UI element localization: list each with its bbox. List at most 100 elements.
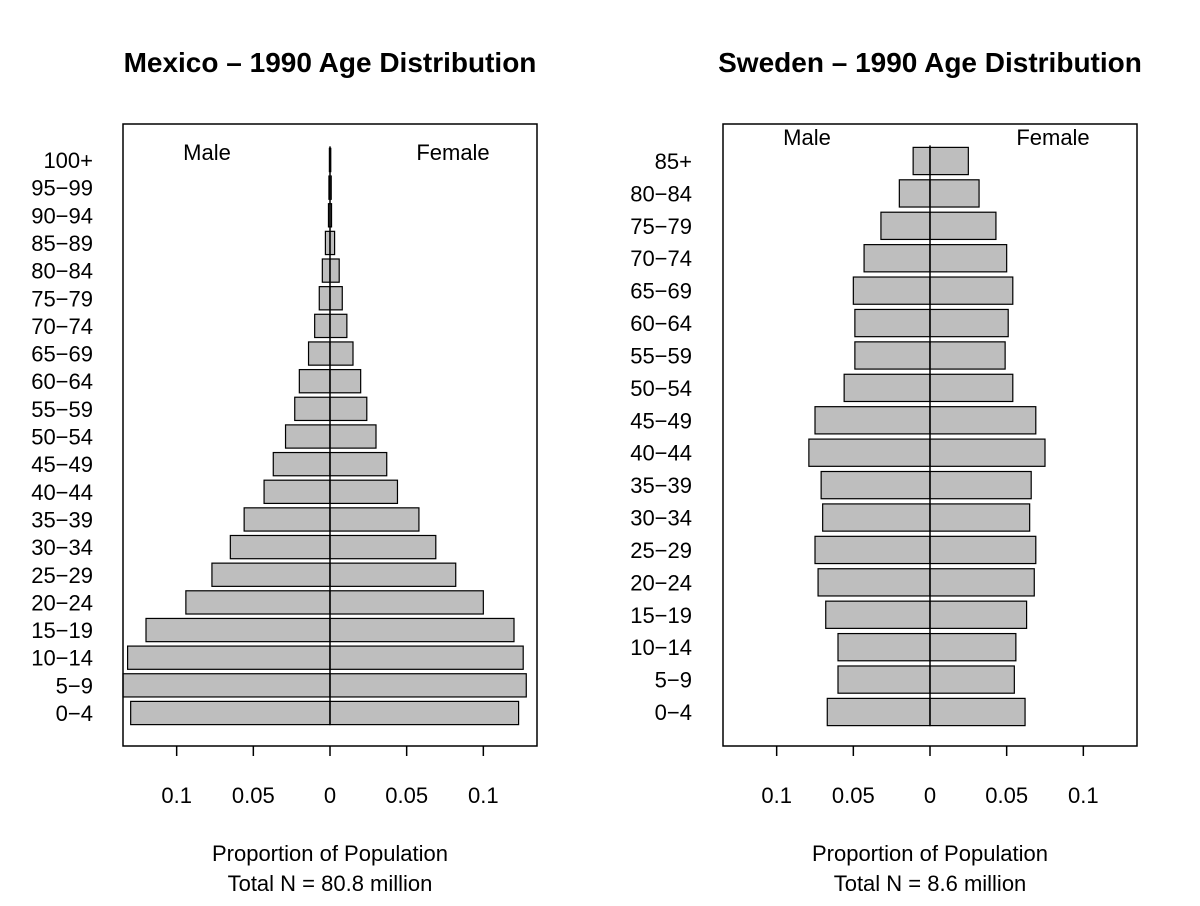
- y-tick-label: 35−39: [630, 473, 692, 498]
- bar-male-0: [826, 697, 931, 727]
- x-axis-label: Proportion of Population: [812, 841, 1048, 866]
- y-tick-label: 95−99: [31, 176, 93, 201]
- bar-male-2: [837, 632, 931, 662]
- x-tick-label: 0: [324, 783, 336, 808]
- y-tick-label: 60−64: [31, 369, 93, 394]
- bar-male-7: [820, 470, 931, 500]
- x-tick-label: 0.1: [1068, 783, 1099, 808]
- bar-male-4: [817, 568, 931, 597]
- y-tick-label: 85+: [655, 149, 692, 174]
- bar-male-8: [263, 479, 331, 505]
- bar-female-16: [329, 258, 340, 283]
- legend-female: Female: [416, 140, 489, 165]
- y-tick-label: 70−74: [31, 314, 93, 339]
- bar-female-5: [929, 535, 1037, 565]
- bar-female-1: [329, 673, 527, 698]
- bar-male-11: [854, 341, 931, 370]
- bar-male-11: [294, 396, 331, 422]
- y-tick-label: 80−84: [630, 181, 692, 206]
- y-tick-label: 40−44: [31, 480, 93, 505]
- bar-male-9: [814, 406, 931, 435]
- total-label: Total N = 8.6 million: [834, 871, 1027, 896]
- bar-male-5: [211, 562, 331, 587]
- bar-female-4: [329, 590, 484, 615]
- y-tick-label: 55−59: [630, 343, 692, 368]
- bar-female-8: [329, 479, 399, 505]
- y-tick-label: 55−59: [31, 397, 93, 422]
- x-tick-label: 0.05: [832, 783, 875, 808]
- bar-female-12: [929, 308, 1009, 338]
- bar-male-10: [284, 424, 331, 449]
- bar-female-8: [929, 438, 1046, 467]
- bar-female-4: [929, 568, 1035, 597]
- y-tick-label: 0−4: [56, 701, 93, 726]
- bar-female-0: [929, 697, 1026, 727]
- x-tick-label: 0: [924, 783, 936, 808]
- y-tick-label: 25−29: [31, 563, 93, 588]
- bar-male-16: [321, 258, 331, 283]
- bar-female-1: [929, 665, 1015, 694]
- y-tick-label: 90−94: [31, 203, 93, 228]
- x-tick-label: 0.1: [161, 783, 192, 808]
- x-tick-label: 0.1: [468, 783, 499, 808]
- bar-female-5: [329, 562, 457, 587]
- y-tick-label: 30−34: [630, 506, 692, 531]
- y-tick-label: 30−34: [31, 535, 93, 560]
- bar-female-14: [329, 313, 348, 339]
- y-tick-label: 65−69: [630, 279, 692, 304]
- bar-female-2: [929, 632, 1017, 662]
- y-tick-label: 80−84: [31, 259, 93, 284]
- y-tick-label: 70−74: [630, 246, 692, 271]
- bar-male-6: [822, 503, 931, 532]
- bar-male-7: [243, 507, 331, 532]
- bar-male-17: [912, 146, 931, 176]
- y-tick-label: 20−24: [630, 570, 692, 595]
- y-tick-label: 50−54: [630, 376, 692, 401]
- bar-male-15: [318, 286, 331, 311]
- chart-title: Mexico – 1990 Age Distribution: [124, 47, 537, 78]
- bar-female-12: [329, 368, 362, 394]
- bar-male-3: [145, 617, 331, 643]
- bar-female-13: [329, 341, 354, 366]
- y-tick-label: 75−79: [630, 214, 692, 239]
- y-tick-label: 10−14: [630, 635, 692, 660]
- y-tick-label: 85−89: [31, 231, 93, 256]
- bar-male-16: [898, 179, 931, 208]
- bar-female-14: [929, 244, 1008, 273]
- bar-female-2: [329, 645, 524, 670]
- bar-female-11: [929, 341, 1006, 370]
- y-tick-label: 45−49: [630, 408, 692, 433]
- bar-female-3: [329, 617, 515, 643]
- y-tick-label: 40−44: [630, 441, 692, 466]
- bar-female-0: [329, 700, 520, 726]
- bar-female-10: [929, 373, 1014, 403]
- bar-male-9: [272, 451, 331, 477]
- bar-male-8: [808, 438, 931, 467]
- bar-female-3: [929, 600, 1028, 629]
- bar-male-15: [880, 211, 931, 241]
- x-tick-label: 0.1: [761, 783, 792, 808]
- y-tick-label: 45−49: [31, 452, 93, 477]
- y-tick-label: 25−29: [630, 538, 692, 563]
- legend-male: Male: [783, 125, 831, 150]
- bar-female-17: [929, 146, 969, 176]
- bar-male-2: [126, 645, 331, 670]
- x-tick-label: 0.05: [232, 783, 275, 808]
- bar-male-1: [837, 665, 931, 694]
- bar-male-14: [863, 244, 931, 273]
- y-tick-label: 60−64: [630, 311, 692, 336]
- y-tick-label: 20−24: [31, 590, 93, 615]
- y-tick-label: 75−79: [31, 286, 93, 311]
- bar-female-7: [929, 470, 1032, 500]
- bar-male-12: [854, 308, 931, 338]
- y-tick-label: 65−69: [31, 342, 93, 367]
- x-tick-label: 0.05: [385, 783, 428, 808]
- bar-male-4: [185, 590, 331, 615]
- chart-title: Sweden – 1990 Age Distribution: [718, 47, 1142, 78]
- y-tick-label: 100+: [43, 148, 93, 173]
- bar-male-1: [122, 673, 331, 698]
- bar-male-14: [314, 313, 331, 339]
- y-tick-label: 15−19: [31, 618, 93, 643]
- x-tick-label: 0.05: [985, 783, 1028, 808]
